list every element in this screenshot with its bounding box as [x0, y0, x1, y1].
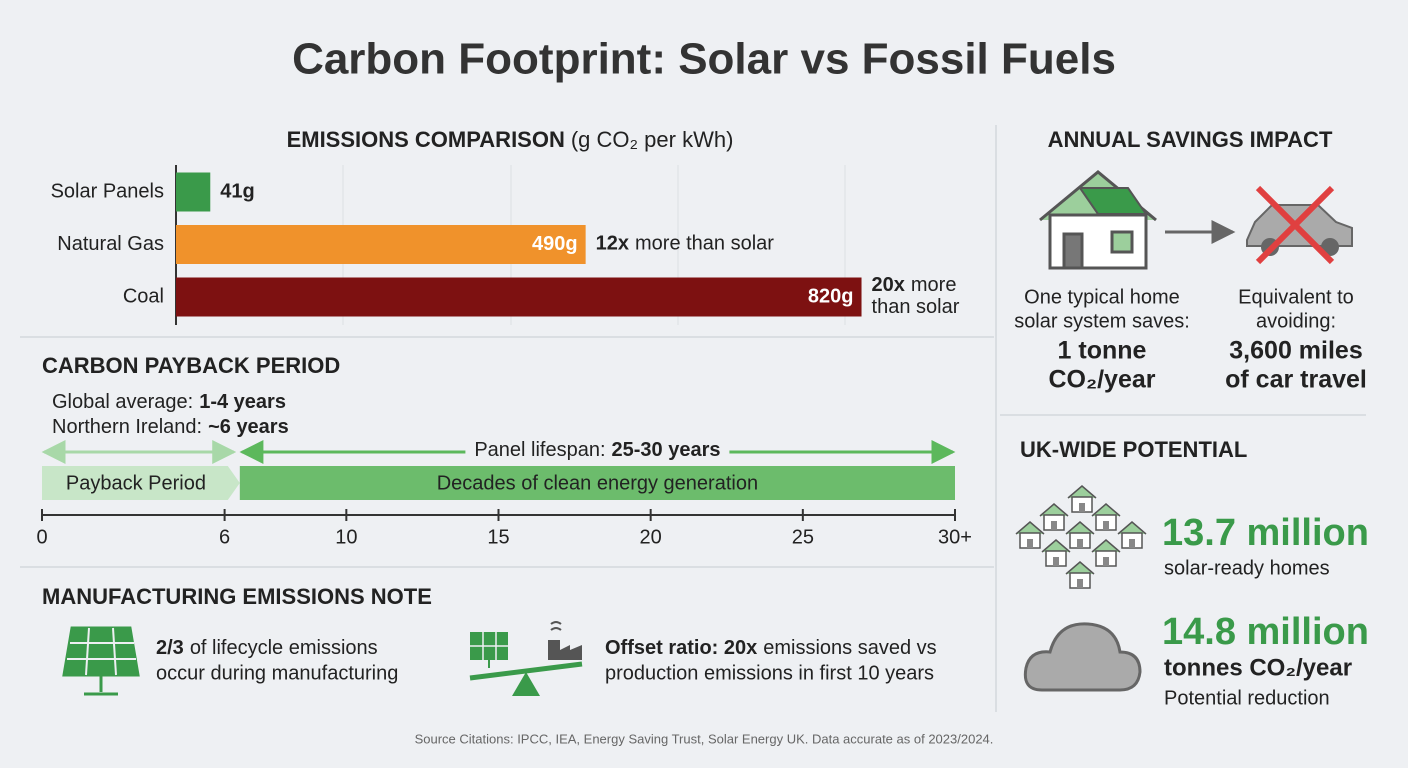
solar-panel-icon [62, 626, 140, 696]
label-background [465, 439, 730, 465]
stat: 1 tonne [1058, 337, 1147, 365]
section-title: CARBON PAYBACK PERIOD [42, 353, 340, 378]
x-tick-label: 25 [792, 526, 814, 548]
annotation-bold: 12x [596, 233, 629, 255]
scale-icon [469, 621, 583, 696]
x-tick-label: 30+ [938, 526, 972, 548]
annotation-text: more than solar [635, 233, 774, 255]
text: Potential reduction [1164, 687, 1330, 709]
page-title: Carbon Footprint: Solar vs Fossil Fuels [292, 35, 1116, 84]
category-label: Solar Panels [51, 180, 164, 202]
x-tick-label: 20 [640, 526, 662, 548]
category-label: Coal [123, 285, 164, 307]
stat: 13.7 million [1162, 512, 1369, 554]
text: solar system saves: [1014, 310, 1190, 332]
annotation: 20x more [872, 274, 957, 296]
source: Source Citations: IPCC, IEA, Energy Savi… [415, 731, 994, 746]
annotation-text: than solar [872, 296, 960, 318]
stat: CO₂/year [1049, 366, 1156, 394]
segment [42, 466, 240, 500]
segment-label: Decades of clean energy generation [437, 472, 758, 494]
x-tick-label: 0 [36, 526, 47, 548]
span-label-text: Panel lifespan: [474, 439, 605, 461]
chart-heading: EMISSIONS COMPARISON (g CO₂ per kWh) [287, 127, 734, 152]
span-label-value: 25-30 years [612, 439, 721, 461]
note: 2/3 of lifecycle emissions [156, 637, 378, 659]
timeline: Panel lifespan: 25-30 years Payback Period… [36, 439, 972, 548]
annotation-text: more [911, 274, 957, 296]
annotation-bold: 20x [872, 274, 905, 296]
note: Northern Ireland: ~6 years [52, 416, 289, 438]
section-title: ANNUAL SAVINGS IMPACT [1048, 127, 1333, 152]
stat: 14.8 million [1162, 611, 1369, 653]
annotation: 12x more than solar [596, 233, 775, 255]
segment [239, 466, 956, 500]
cloud-icon [1023, 622, 1142, 692]
dividers [20, 125, 1366, 712]
section-title: MANUFACTURING EMISSIONS NOTE [42, 584, 432, 609]
stat: of car travel [1225, 366, 1367, 394]
text: avoiding: [1256, 310, 1336, 332]
x-tick-label: 6 [219, 526, 230, 548]
x-tick-label: 15 [487, 526, 509, 548]
x-tick-label: 10 [335, 526, 357, 548]
text: solar-ready homes [1164, 557, 1330, 579]
bar-chart: Solar Panels 41g Natural Gas 490g 12x more th… [51, 172, 960, 318]
note: Offset ratio: 20x emissions saved vs [605, 637, 937, 659]
text: One typical home [1024, 286, 1180, 308]
value-label: 41g [220, 180, 254, 202]
span-label: Panel lifespan: 25-30 years [474, 439, 720, 461]
category-label: Natural Gas [57, 233, 164, 255]
annotation: than solar [872, 296, 960, 318]
value-label: 820g [808, 285, 854, 307]
house-icon [1039, 170, 1157, 270]
bar [176, 225, 586, 264]
note: Global average: 1-4 years [52, 391, 286, 413]
segment-label: Payback Period [66, 472, 206, 494]
bar [176, 172, 211, 212]
stat: tonnes CO₂/year [1164, 654, 1352, 681]
car-icon [1246, 185, 1353, 265]
section-title: UK-WIDE POTENTIAL [1020, 437, 1247, 462]
stat: 3,600 miles [1229, 337, 1362, 365]
text: Equivalent to [1238, 286, 1354, 308]
note: occur during manufacturing [156, 662, 398, 684]
bar [176, 277, 862, 317]
note: production emissions in first 10 years [605, 662, 934, 684]
value-label: 490g [532, 233, 578, 255]
